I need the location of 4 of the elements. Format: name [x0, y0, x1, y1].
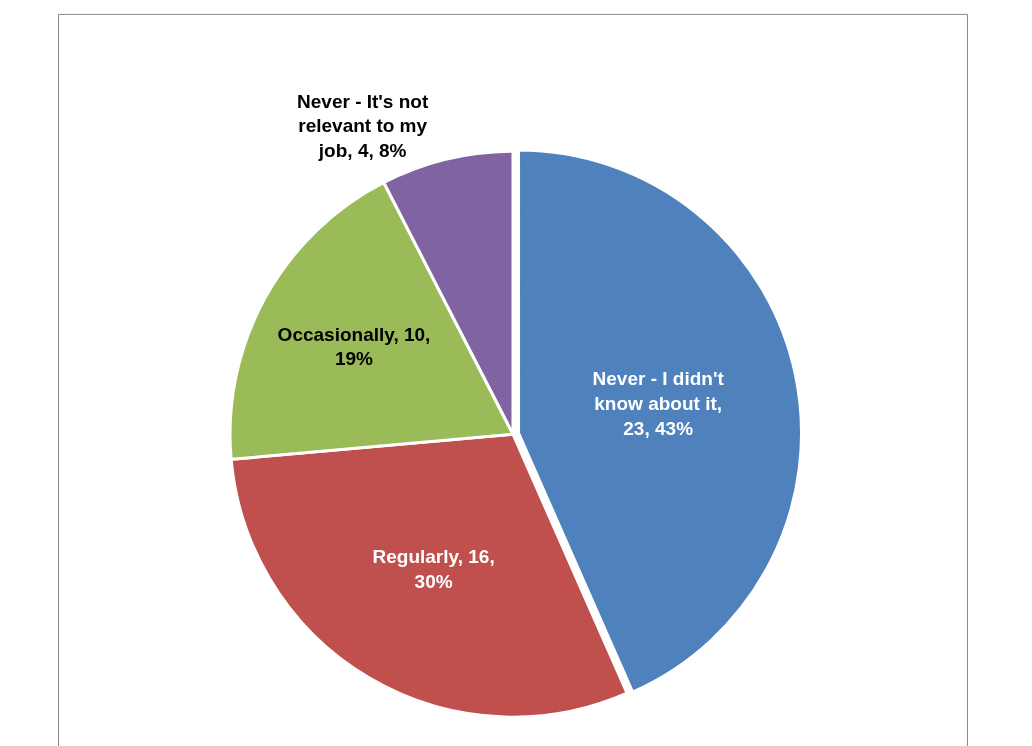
slice-label: Never - It's not relevant to my job, 4, 8%	[297, 90, 429, 162]
slice-label: Regularly, 16, 30%	[372, 545, 495, 592]
slice-label: Occasionally, 10, 19%	[277, 323, 431, 370]
slice-label: Never - I didn't know about it, 23, 43%	[592, 368, 725, 439]
